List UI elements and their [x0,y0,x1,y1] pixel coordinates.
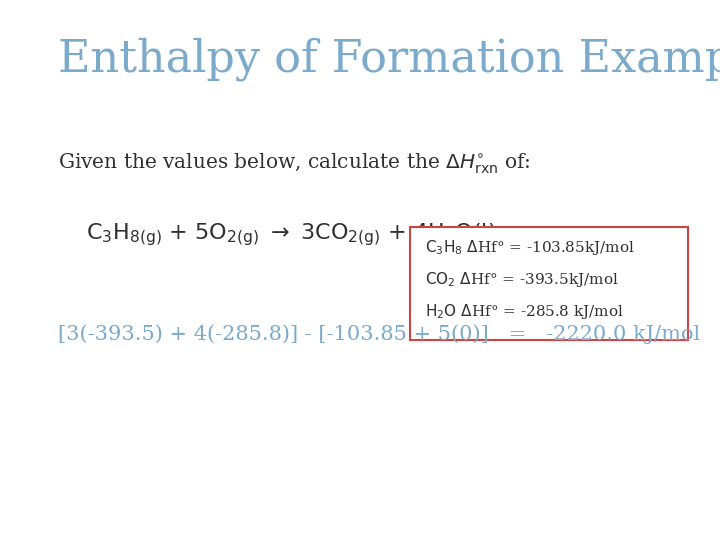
Text: [3(-393.5) + 4(-285.8)] - [-103.85 + 5(0)]   =   -2220.0 kJ/mol: [3(-393.5) + 4(-285.8)] - [-103.85 + 5(0… [58,324,700,343]
Text: Enthalpy of Formation Example: Enthalpy of Formation Example [58,38,720,82]
Text: $\mathrm{CO_2}$ $\Delta$Hf° = -393.5kJ/mol: $\mathrm{CO_2}$ $\Delta$Hf° = -393.5kJ/m… [425,270,618,289]
Text: $\mathrm{C_3H_{8(g)}}$ + $\mathrm{5O_{2(g)}}$ $\rightarrow$ $\mathrm{3CO_{2(g)}}: $\mathrm{C_3H_{8(g)}}$ + $\mathrm{5O_{2(… [86,221,496,248]
Text: Given the values below, calculate the $\Delta H_{\mathrm{rxn}}^{\circ}$ of:: Given the values below, calculate the $\… [58,151,530,176]
Text: $\mathrm{C_3H_8}$ $\Delta$Hf° = -103.85kJ/mol: $\mathrm{C_3H_8}$ $\Delta$Hf° = -103.85k… [425,238,634,256]
FancyBboxPatch shape [410,227,688,340]
Text: $\mathrm{H_2O}$ $\Delta$Hf° = -285.8 kJ/mol: $\mathrm{H_2O}$ $\Delta$Hf° = -285.8 kJ/… [425,302,624,321]
